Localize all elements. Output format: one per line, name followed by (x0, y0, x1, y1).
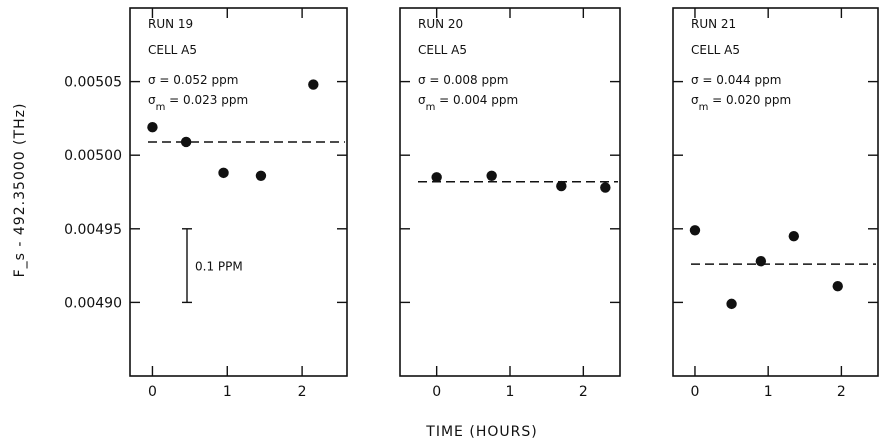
panel-run-1: 0.00490 0.00495 0.00500 0.00505 0 1 2 RUN 19 CEL… (64, 7, 348, 400)
plot-frame (399, 7, 621, 377)
data-point (486, 170, 497, 182)
y-axis-title: F_s - 492.35000 (THz) (12, 103, 28, 278)
y-tick-label: 0.00490 (64, 295, 122, 311)
data-point (726, 298, 737, 310)
x-tick-label: 2 (837, 384, 846, 400)
panel-run-3: 0 1 2 RUN 21 CELL A5 σ = 0.044 ppm σm = 0.020 … (672, 7, 879, 400)
plot-frame (129, 7, 348, 377)
panel-annotation: σ = 0.044 ppm (691, 73, 781, 87)
x-tick-label: 0 (691, 384, 700, 400)
panels: 0.00490 0.00495 0.00500 0.00505 0 1 2 RUN 19 CEL… (64, 7, 879, 400)
x-tick-label: 0 (148, 384, 157, 400)
scale-bar-label: 0.1 PPM (195, 260, 243, 274)
y-tick-label: 0.00505 (64, 75, 122, 91)
panel-annotation: CELL A5 (418, 43, 467, 57)
data-point (255, 170, 267, 182)
panel-annotation: σ = 0.052 ppm (148, 73, 238, 87)
data-point (431, 172, 442, 183)
data-point (180, 136, 192, 148)
x-tick-label: 0 (432, 384, 441, 400)
data-point (218, 167, 229, 179)
y-axis-title-group: F_s - 492.35000 (THz) (12, 103, 28, 278)
plot-frame (672, 7, 879, 377)
x-tick-label: 1 (506, 384, 515, 400)
panel-annotation: RUN 19 (148, 17, 193, 31)
data-point (147, 122, 158, 133)
panel-annotation: σm = 0.023 ppm (148, 93, 248, 113)
x-tick-label: 1 (223, 384, 232, 400)
data-point (788, 230, 800, 242)
data-point (308, 79, 319, 90)
data-point (556, 180, 567, 192)
data-point (755, 255, 767, 267)
panel-run-2: 0 1 2 RUN 20 CELL A5 σ = 0.008 ppm σm = 0.004 … (399, 7, 621, 400)
panel-annotation: RUN 21 (691, 17, 736, 31)
panel-annotation: CELL A5 (691, 43, 740, 57)
x-tick-label: 2 (298, 384, 307, 400)
panel-annotation: RUN 20 (418, 17, 463, 31)
data-point (689, 225, 701, 236)
panel-annotation: σ = 0.008 ppm (418, 73, 508, 87)
y-tick-label: 0.00500 (64, 148, 122, 164)
panel-annotation: σm = 0.004 ppm (418, 93, 518, 113)
scale-bar: 0.1 PPM (182, 228, 243, 304)
y-tick-label: 0.00495 (64, 222, 122, 238)
x-tick-label: 2 (579, 384, 588, 400)
panel-annotation: σm = 0.020 ppm (691, 93, 791, 113)
x-axis-title: TIME (HOURS) (425, 424, 537, 440)
data-point (600, 182, 611, 193)
panel-annotation: CELL A5 (148, 43, 197, 57)
data-point (832, 281, 843, 292)
x-tick-label: 1 (764, 384, 773, 400)
